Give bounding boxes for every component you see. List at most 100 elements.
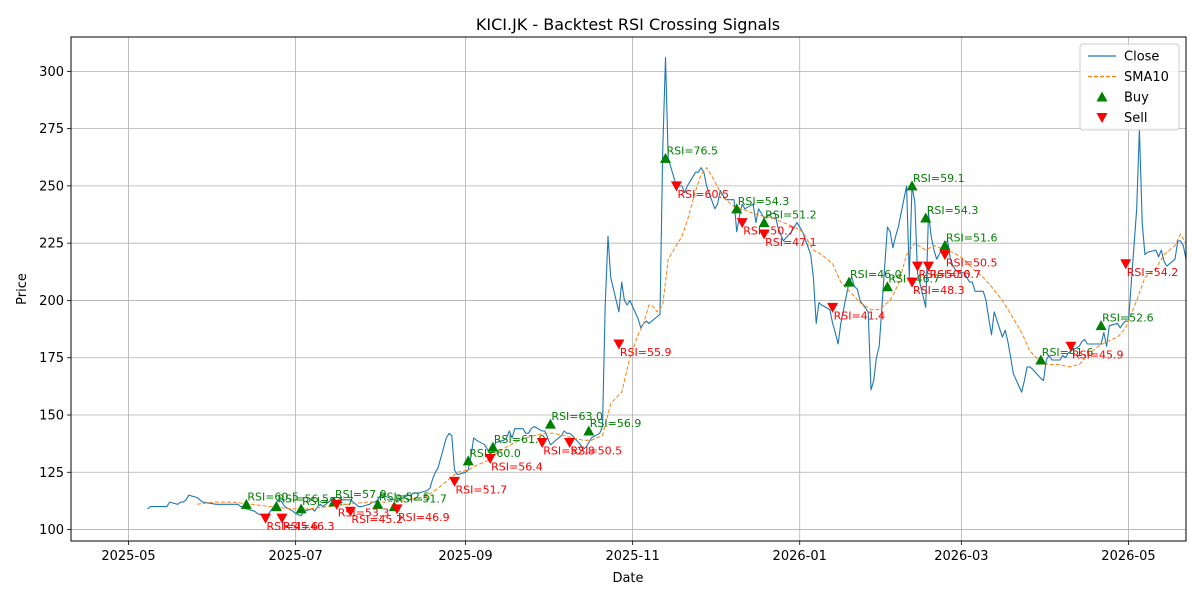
buy-marker xyxy=(295,503,307,514)
sell-marker xyxy=(276,513,288,524)
buy-rsi-label: RSI=61.0 xyxy=(494,433,546,446)
plot-frame xyxy=(70,36,1187,542)
chart-title: KICI.JK - Backtest RSI Crossing Signals xyxy=(476,15,780,34)
buy-rsi-label: RSI=60.0 xyxy=(469,447,521,460)
buy-rsi-label: RSI=54.3 xyxy=(927,204,979,217)
sell-marker xyxy=(736,218,748,229)
buy-rsi-label: RSI=59.1 xyxy=(913,172,965,185)
legend: Close SMA10 Buy Sell xyxy=(1079,43,1180,131)
buy-rsi-label: RSI=56.9 xyxy=(590,417,642,430)
buy-marker xyxy=(240,498,252,509)
legend-label-sma10: SMA10 xyxy=(1124,70,1169,85)
sell-marker xyxy=(670,181,682,192)
x-tick-label: 2025-09 xyxy=(438,549,492,564)
buy-marker xyxy=(372,498,384,509)
sell-marker xyxy=(484,454,496,465)
y-tick-label: 125 xyxy=(39,466,64,481)
buy-marker xyxy=(939,239,951,250)
x-tick-label: 2025-05 xyxy=(101,549,155,564)
sma10-series-line xyxy=(196,167,1187,510)
buy-marker xyxy=(758,217,770,228)
sell-marker xyxy=(912,261,924,272)
buy-marker xyxy=(659,152,671,163)
buy-rsi-label: RSI=51.7 xyxy=(395,493,447,506)
sell-marker xyxy=(827,302,839,313)
buy-marker xyxy=(462,455,474,466)
buy-marker xyxy=(906,180,918,191)
buy-rsi-label: RSI=63.0 xyxy=(551,410,603,423)
buy-marker xyxy=(843,276,855,287)
y-tick-label: 150 xyxy=(39,409,64,424)
sell-marker xyxy=(391,504,403,515)
y-tick-label: 175 xyxy=(39,351,64,366)
y-tick-label: 225 xyxy=(39,237,64,252)
y-tick-label: 250 xyxy=(39,179,64,194)
sell-rsi-label: RSI=50.7 xyxy=(929,268,981,281)
buy-rsi-label: RSI=41.6 xyxy=(1042,346,1094,359)
sell-marker xyxy=(758,229,770,240)
y-tick-label: 100 xyxy=(39,523,64,538)
buy-marker xyxy=(881,281,893,292)
sell-marker xyxy=(260,513,272,524)
buy-rsi-label: RSI=56.5 xyxy=(277,493,329,506)
x-axis-label: Date xyxy=(612,571,643,586)
sell-rsi-label: RSI=54.2 xyxy=(1127,266,1179,279)
legend-label-sell: Sell xyxy=(1124,111,1147,126)
grid xyxy=(71,37,1186,541)
x-tick-label: 2025-11 xyxy=(605,549,659,564)
buy-marker xyxy=(583,425,595,436)
x-tick-label: 2026-03 xyxy=(934,549,988,564)
signals-layer: RSI=60.5 RSI=56.5RSI=54.7RSI=57.9RSI=52.5… xyxy=(240,144,1179,533)
sell-rsi-label: RSI=45.6 xyxy=(267,520,319,533)
y-tick-label: 300 xyxy=(39,65,64,80)
buy-marker xyxy=(270,501,282,512)
sell-marker xyxy=(331,499,343,510)
sell-marker xyxy=(613,339,625,350)
y-tick-label: 275 xyxy=(39,122,64,137)
legend-label-close: Close xyxy=(1124,50,1159,65)
buy-rsi-label: RSI=51.2 xyxy=(765,209,817,222)
sell-rsi-label: RSI=50.5 xyxy=(571,444,623,457)
sell-rsi-label: RSI=50.7 xyxy=(743,225,795,238)
x-tick-label: 2025-07 xyxy=(268,549,322,564)
sell-marker xyxy=(536,437,548,448)
legend-label-buy: Buy xyxy=(1124,91,1149,106)
series-layer xyxy=(147,57,1187,519)
y-axis-ticks: 100 125 150 175 200 225 250 275 300 xyxy=(39,65,71,538)
sell-marker xyxy=(564,437,576,448)
buy-marker xyxy=(731,203,743,214)
sell-rsi-label: RSI=46.9 xyxy=(398,511,450,524)
sell-marker xyxy=(449,476,461,487)
buy-rsi-label: RSI=76.5 xyxy=(666,144,718,157)
buy-rsi-label: RSI=54.3 xyxy=(738,195,790,208)
sell-rsi-label: RSI=50.5 xyxy=(946,257,998,270)
buy-rsi-label: RSI=54.7 xyxy=(302,495,354,508)
buy-marker xyxy=(1095,320,1107,331)
close-series-line xyxy=(147,57,1187,519)
x-axis-ticks: 2025-05 2025-07 2025-09 2025-11 2026-01 2026-… xyxy=(101,541,1156,564)
buy-marker xyxy=(544,418,556,429)
sell-rsi-label: RSI=51.7 xyxy=(456,483,508,496)
buy-rsi-label: RSI=51.6 xyxy=(946,231,998,244)
buy-marker xyxy=(920,212,932,223)
buy-rsi-label: RSI=57.9 xyxy=(335,488,387,501)
y-axis-label: Price xyxy=(15,273,30,305)
sell-rsi-label: RSI=60.5 xyxy=(677,188,729,201)
sell-rsi-label: RSI=52.8 xyxy=(543,444,595,457)
sell-marker xyxy=(1065,341,1077,352)
sell-rsi-label: RSI=56.4 xyxy=(491,461,543,474)
sell-marker xyxy=(1120,259,1132,270)
sell-rsi-label: RSI=55.9 xyxy=(620,346,672,359)
buy-marker xyxy=(487,441,499,452)
sell-marker xyxy=(922,261,934,272)
legend-box xyxy=(1079,43,1180,131)
sell-rsi-label: RSI=45.2 xyxy=(351,513,403,526)
sell-rsi-label: RSI=50.6 xyxy=(919,268,971,281)
sell-rsi-label: RSI=48.3 xyxy=(913,284,965,297)
legend-swatch-sell xyxy=(1096,113,1108,123)
y-tick-label: 200 xyxy=(39,294,64,309)
x-tick-label: 2026-05 xyxy=(1101,549,1155,564)
legend-swatch-buy xyxy=(1096,91,1108,102)
buy-rsi-label: RSI=52.5 xyxy=(379,490,431,503)
